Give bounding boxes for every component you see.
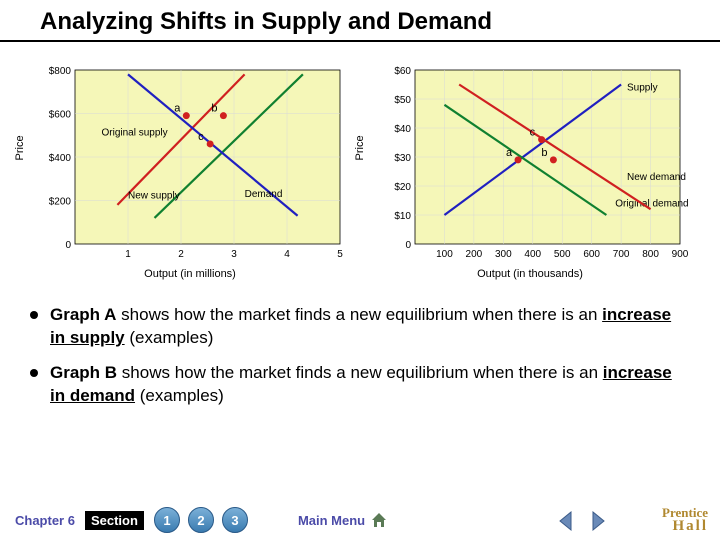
- bullet-text: Graph B shows how the market finds a new…: [50, 362, 690, 408]
- svg-text:700: 700: [613, 249, 630, 260]
- svg-text:a: a: [174, 103, 181, 115]
- svg-text:New supply: New supply: [128, 190, 180, 201]
- chart-a: Original supply New supply Demand a b c 0 $200 $…: [30, 62, 350, 272]
- nav-button-1[interactable]: 1: [154, 507, 180, 533]
- svg-text:300: 300: [495, 249, 512, 260]
- footer-section[interactable]: Section: [85, 511, 144, 530]
- nav-button-2[interactable]: 2: [188, 507, 214, 533]
- main-menu-label: Main Menu: [298, 513, 365, 528]
- svg-text:0: 0: [405, 240, 411, 251]
- svg-text:$600: $600: [49, 110, 72, 121]
- chart-b-svg: Supply Original demand New demand a bc 0 $10 $2…: [370, 62, 690, 272]
- svg-text:200: 200: [466, 249, 483, 260]
- chart-a-svg: Original supply New supply Demand a b c 0 $200 $…: [30, 62, 350, 272]
- bullet-text: Graph A shows how the market finds a new…: [50, 304, 690, 350]
- svg-text:$60: $60: [394, 66, 411, 77]
- charts-row: Original supplyNew supplyDemandabc0$200$…: [0, 42, 720, 282]
- prev-arrow-button[interactable]: [554, 508, 580, 534]
- next-arrow-button[interactable]: [584, 508, 610, 534]
- bullet-bold: Graph B: [50, 363, 117, 382]
- slide-header: Analyzing Shifts in Supply and Demand: [0, 0, 720, 42]
- home-icon: [371, 513, 387, 527]
- svg-text:$20: $20: [394, 182, 411, 193]
- chart-b-xlabel: Output (in thousands): [477, 268, 583, 280]
- bullet-span: shows how the market finds a new equilib…: [116, 305, 602, 324]
- bullet-dot-icon: [30, 369, 38, 377]
- svg-text:$200: $200: [49, 197, 72, 208]
- arrow-left-icon: [556, 510, 578, 532]
- svg-text:New demand: New demand: [627, 172, 686, 183]
- svg-text:a: a: [506, 147, 513, 159]
- svg-text:Supply: Supply: [627, 82, 658, 93]
- svg-text:100: 100: [436, 249, 453, 260]
- bullet-dot-icon: [30, 311, 38, 319]
- svg-text:4: 4: [284, 249, 290, 260]
- nav-arrows: [554, 508, 610, 534]
- svg-text:0: 0: [65, 240, 71, 251]
- svg-text:5: 5: [337, 249, 343, 260]
- nav-button-3[interactable]: 3: [222, 507, 248, 533]
- svg-text:900: 900: [672, 249, 689, 260]
- chart-a-xlabel: Output (in millions): [144, 268, 236, 280]
- svg-text:1: 1: [125, 249, 131, 260]
- svg-text:$50: $50: [394, 95, 411, 106]
- bullet-span: shows how the market finds a new equilib…: [117, 363, 603, 382]
- svg-text:3: 3: [231, 249, 237, 260]
- svg-text:$400: $400: [49, 153, 72, 164]
- svg-text:c: c: [530, 127, 536, 139]
- svg-text:b: b: [211, 103, 217, 115]
- svg-text:Demand: Demand: [245, 189, 283, 200]
- svg-text:800: 800: [642, 249, 659, 260]
- svg-text:$800: $800: [49, 66, 72, 77]
- main-menu-link[interactable]: Main Menu: [298, 513, 387, 528]
- svg-text:400: 400: [524, 249, 541, 260]
- logo-line-2: Hall: [662, 519, 708, 534]
- footer-bar: Chapter 6 Section 1 2 3 Main Menu Prenti…: [0, 500, 720, 540]
- bullet-tail: (examples): [125, 328, 214, 347]
- svg-text:Original supply: Original supply: [102, 127, 168, 138]
- bullet-bold: Graph A: [50, 305, 116, 324]
- chart-b: Supply Original demand New demand a bc 0 $10 $2…: [370, 62, 690, 272]
- bullet-list: Graph A shows how the market finds a new…: [0, 282, 720, 430]
- svg-text:b: b: [541, 147, 547, 159]
- svg-text:500: 500: [554, 249, 571, 260]
- svg-text:$30: $30: [394, 153, 411, 164]
- svg-text:2: 2: [178, 249, 184, 260]
- publisher-logo: Prentice Hall: [662, 506, 708, 534]
- arrow-right-icon: [586, 510, 608, 532]
- chart-a-ylabel: Price: [14, 135, 26, 160]
- bullet-tail: (examples): [135, 386, 224, 405]
- svg-text:Original demand: Original demand: [615, 198, 688, 209]
- footer-nav: 1 2 3: [154, 507, 248, 533]
- bullet-item: Graph B shows how the market finds a new…: [30, 362, 690, 408]
- svg-text:600: 600: [583, 249, 600, 260]
- svg-text:$10: $10: [394, 211, 411, 222]
- chart-b-ylabel: Price: [354, 135, 366, 160]
- svg-text:c: c: [198, 131, 204, 143]
- footer-chapter[interactable]: Chapter 6: [15, 513, 75, 528]
- svg-text:$40: $40: [394, 124, 411, 135]
- slide-title: Analyzing Shifts in Supply and Demand: [40, 8, 720, 36]
- bullet-item: Graph A shows how the market finds a new…: [30, 304, 690, 350]
